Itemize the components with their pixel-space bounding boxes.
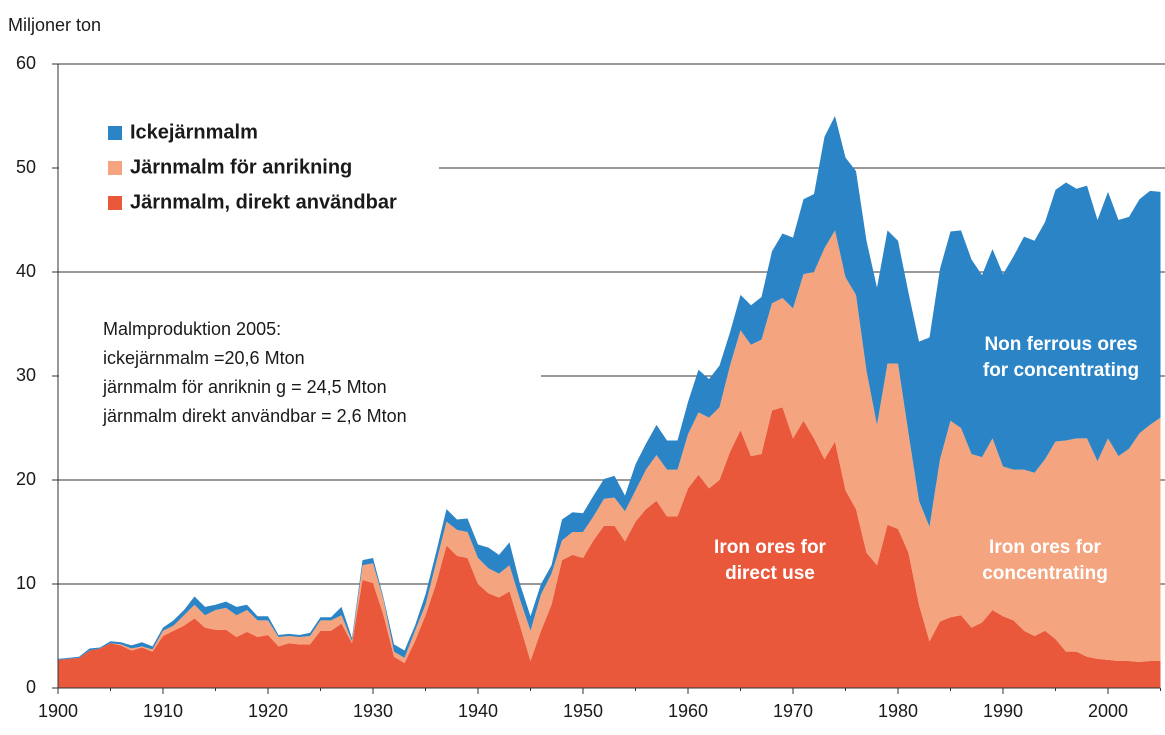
y-axis-label: Miljoner ton: [8, 15, 101, 35]
area-label: concentrating: [982, 563, 1108, 584]
area-label: Iron ores for: [989, 537, 1102, 558]
y-tick-label: 20: [16, 469, 36, 489]
area-label: Non ferrous ores: [984, 334, 1137, 355]
area-label: for concentrating: [983, 360, 1139, 381]
x-tick-label: 1900: [38, 701, 78, 721]
area-label: Iron ores for: [714, 537, 827, 558]
x-tick-label: 1990: [983, 701, 1023, 721]
note-line: Malmproduktion 2005:: [103, 319, 281, 339]
x-tick-label: 1930: [353, 701, 393, 721]
y-tick-label: 60: [16, 53, 36, 73]
area: [58, 407, 1161, 688]
y-tick-label: 40: [16, 261, 36, 281]
legend-label: Järnmalm för anrikning: [130, 156, 352, 178]
legend-swatch: [108, 161, 122, 175]
x-tick-label: 2000: [1088, 701, 1128, 721]
legend-swatch: [108, 126, 122, 140]
area-label: direct use: [725, 563, 815, 584]
note-line: järnmalm för anriknin g = 24,5 Mton: [102, 377, 387, 397]
x-tick-label: 1950: [563, 701, 603, 721]
area: [58, 230, 1161, 664]
x-tick-label: 1980: [878, 701, 918, 721]
x-tick-label: 1960: [668, 701, 708, 721]
legend-swatch: [108, 196, 122, 210]
y-tick-label: 30: [16, 365, 36, 385]
x-tick-label: 1970: [773, 701, 813, 721]
x-tick-label: 1940: [458, 701, 498, 721]
area: [58, 116, 1161, 660]
y-tick-label: 50: [16, 157, 36, 177]
note-box: [59, 308, 541, 440]
y-tick-label: 0: [26, 677, 36, 697]
note-line: järnmalm direkt användbar = 2,6 Mton: [102, 406, 407, 426]
legend-label: Ickejärnmalm: [130, 121, 258, 143]
note-line: ickejärnmalm =20,6 Mton: [103, 348, 305, 368]
x-tick-label: 1920: [248, 701, 288, 721]
x-tick-label: 1910: [143, 701, 183, 721]
legend-box: [59, 110, 439, 228]
legend-label: Järnmalm, direkt användbar: [130, 191, 397, 213]
y-tick-label: 10: [16, 573, 36, 593]
